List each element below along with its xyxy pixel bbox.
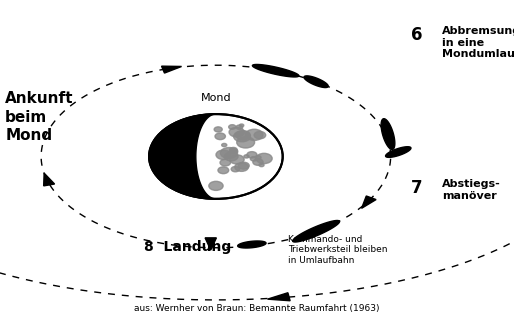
Circle shape [221,148,237,158]
Polygon shape [267,293,290,301]
Circle shape [254,131,266,139]
Circle shape [231,167,240,172]
Polygon shape [149,114,216,199]
Polygon shape [44,173,54,186]
Circle shape [218,167,229,174]
Circle shape [259,163,264,167]
Circle shape [240,124,244,127]
Circle shape [236,125,243,129]
Circle shape [230,149,238,154]
Text: Abbremsung
in eine
Mondumlaufbahn: Abbremsung in eine Mondumlaufbahn [442,26,514,59]
Text: Kommando- und
Triebwerksteil bleiben
in Umlaufbahn: Kommando- und Triebwerksteil bleiben in … [288,235,388,264]
Circle shape [222,143,227,147]
Circle shape [253,159,263,165]
Polygon shape [237,241,266,248]
Circle shape [236,130,250,140]
Circle shape [238,162,249,169]
Polygon shape [252,65,299,77]
Circle shape [235,163,248,171]
Polygon shape [161,66,181,73]
Text: Mond: Mond [200,93,231,103]
Circle shape [229,125,236,129]
Circle shape [230,147,237,152]
Polygon shape [361,196,376,208]
Circle shape [256,153,272,164]
Circle shape [250,156,258,161]
Text: 7: 7 [411,179,423,197]
Circle shape [247,152,257,158]
Circle shape [220,159,231,166]
Circle shape [215,133,226,140]
Circle shape [229,127,244,137]
Circle shape [209,181,223,190]
Text: Abstiegs-
manöver: Abstiegs- manöver [442,179,501,201]
Text: 6: 6 [411,26,423,44]
Circle shape [237,137,254,148]
Circle shape [149,114,283,199]
Circle shape [245,129,263,141]
Circle shape [255,156,261,159]
Polygon shape [292,220,340,242]
Circle shape [233,131,250,142]
Circle shape [216,150,231,159]
Polygon shape [381,119,395,150]
Circle shape [244,155,249,158]
Polygon shape [386,147,411,157]
Text: Ankunft
beim
Mond: Ankunft beim Mond [5,91,74,143]
Text: 8  Landung: 8 Landung [144,240,231,254]
Circle shape [214,127,222,132]
Circle shape [224,152,238,161]
Polygon shape [304,76,328,88]
Polygon shape [205,238,216,250]
Text: aus: Wernher von Braun: Bemannte Raumfahrt (1963): aus: Wernher von Braun: Bemannte Raumfah… [134,304,380,313]
Circle shape [230,155,244,164]
